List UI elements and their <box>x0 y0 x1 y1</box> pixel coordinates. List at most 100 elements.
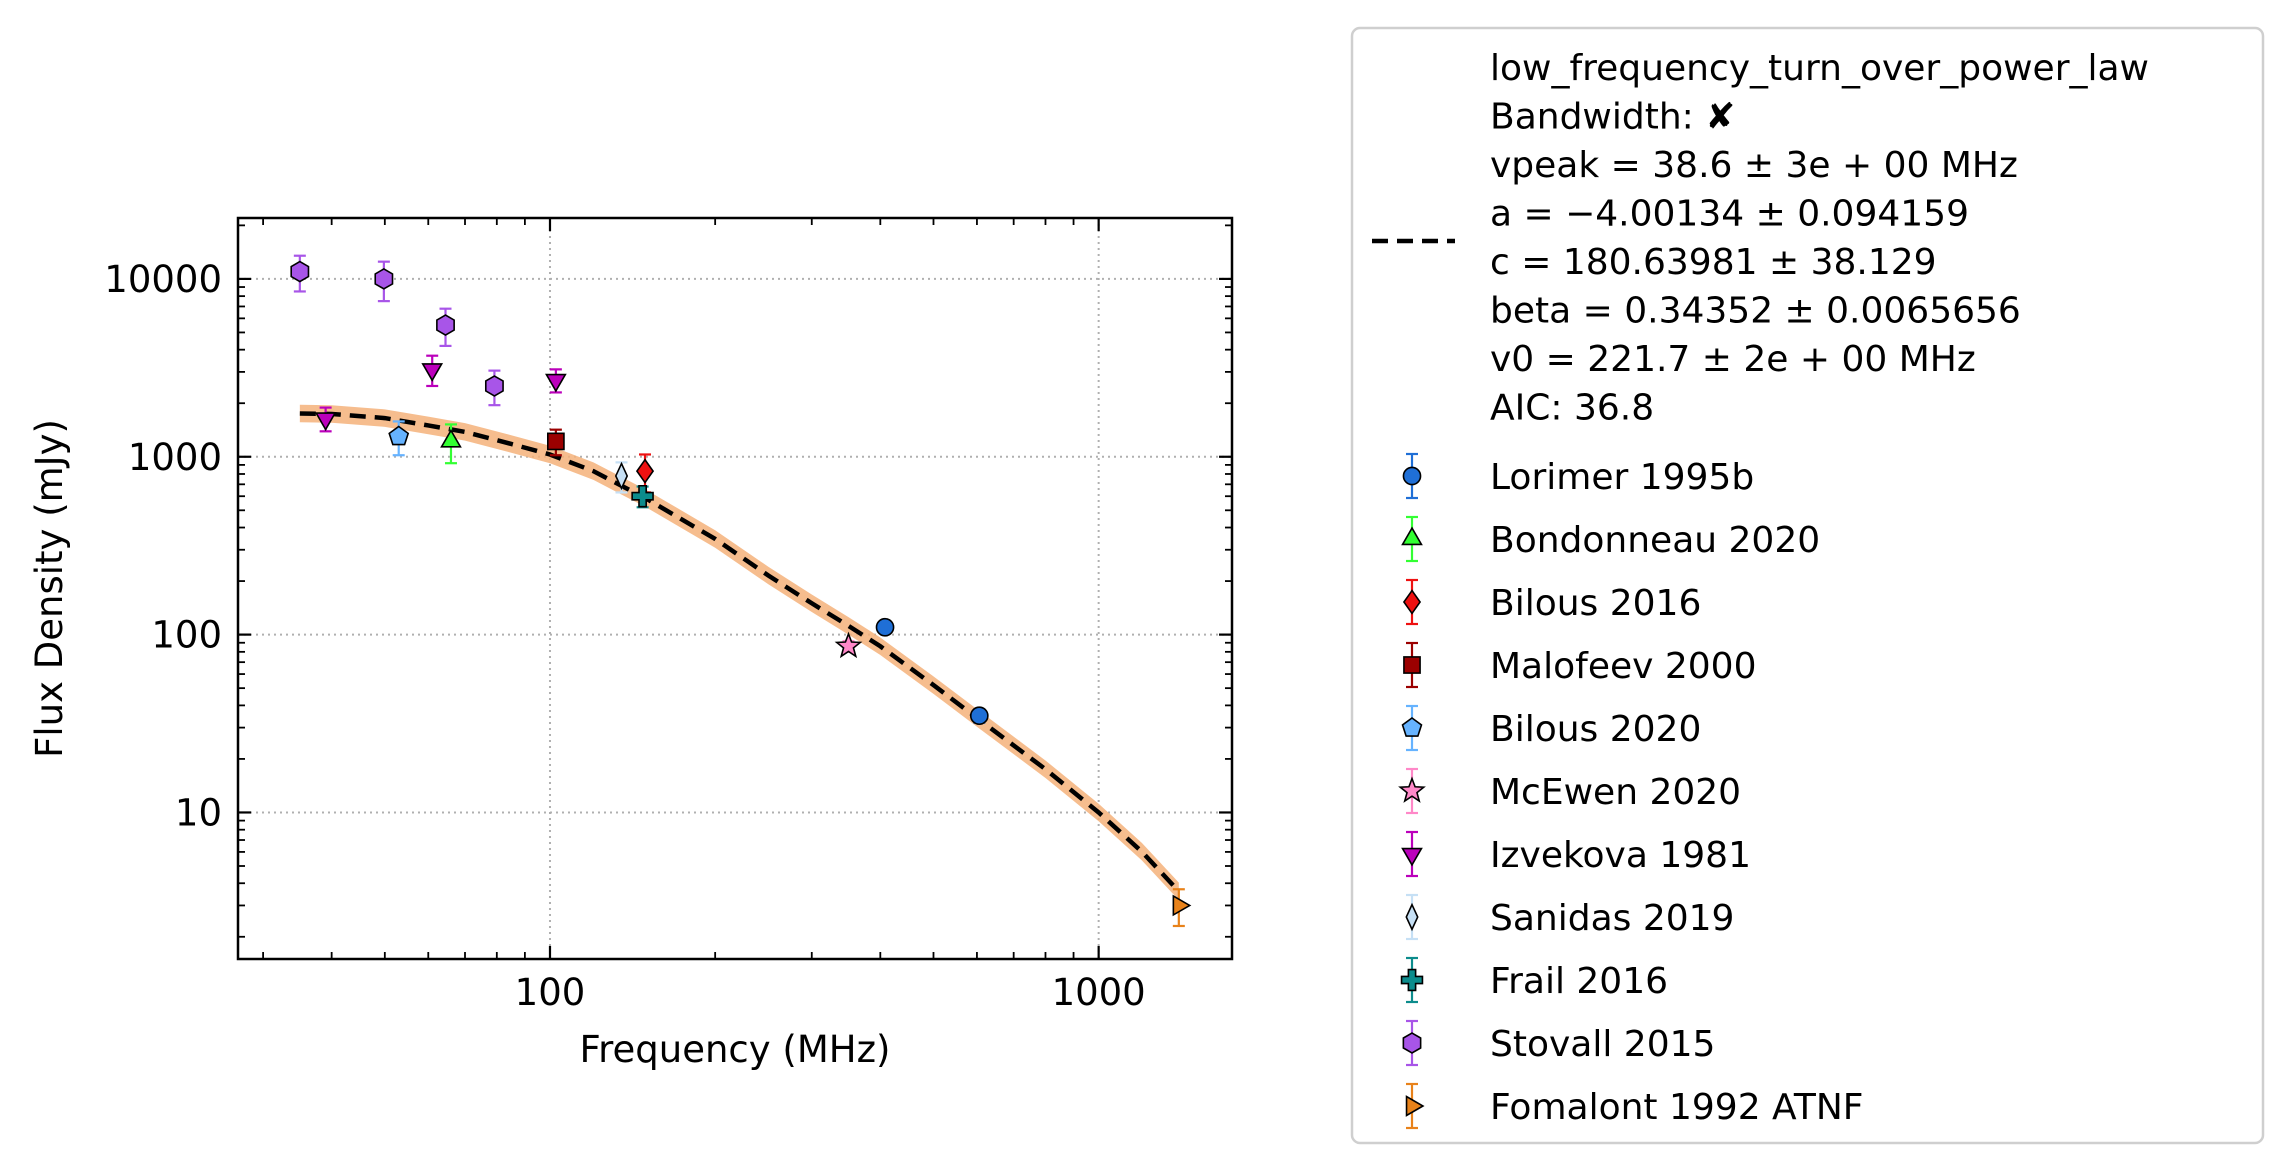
legend-fit-line: c = 180.63981 ± 38.129 <box>1490 242 1937 283</box>
legend-entry: Fomalont 1992 ATNF <box>1405 1082 1864 1130</box>
fit-confidence-band <box>299 404 1179 901</box>
x-tick-label: 100 <box>515 971 586 1014</box>
series-stovall-2015 <box>290 254 504 407</box>
series-sanidas-2019 <box>614 461 629 494</box>
legend-marker <box>1402 1032 1422 1054</box>
legend-label: Stovall 2015 <box>1490 1024 1715 1065</box>
axes: 100 1000 10 100 1000 10000 Frequency (MHz) Flux… <box>28 216 1234 1071</box>
legend-label: Bilous 2020 <box>1490 709 1701 750</box>
data-point-shape <box>1172 894 1192 917</box>
series-bondonneau-2020 <box>440 423 462 465</box>
series-izvekova-1981 <box>314 354 567 433</box>
legend-fit-line: Bandwidth: ✘ <box>1490 97 1735 138</box>
data-point-shape <box>875 617 895 637</box>
data-point <box>290 260 310 283</box>
data-point-shape <box>614 461 629 491</box>
y-tick-label: 10 <box>175 791 222 834</box>
series-lorimer-1995b <box>875 617 989 726</box>
legend-label: Malofeev 2000 <box>1490 646 1756 687</box>
legend-entry: Bilous 2020 <box>1401 704 1701 752</box>
data-point-shape <box>545 373 567 393</box>
legend: low_frequency_turn_over_power_law Bandwid… <box>1350 26 2265 1145</box>
legend-marker-shape <box>1401 847 1423 867</box>
legend-marker <box>1401 717 1423 737</box>
legend-label: McEwen 2020 <box>1490 772 1741 813</box>
data-point <box>374 268 394 290</box>
data-point-shape <box>635 458 655 484</box>
legend-label: Frail 2016 <box>1490 961 1668 1002</box>
legend-label: Bondonneau 2020 <box>1490 520 1820 561</box>
data-point <box>834 631 863 659</box>
data-point-shape <box>388 425 410 446</box>
legend-fit-line: v0 = 221.7 ± 2e + 00 MHz <box>1490 339 1976 380</box>
legend-marker <box>1405 1095 1425 1117</box>
series-malofeev-2000 <box>546 428 565 457</box>
fit-curve <box>299 411 1181 893</box>
y-axis-label: Flux Density (mJy) <box>28 419 71 758</box>
legend-marker-shape <box>1400 968 1424 992</box>
legend-box <box>1350 26 2265 1145</box>
legend-marker <box>1403 656 1421 674</box>
y-tick-label: 100 <box>151 614 222 657</box>
x-axis-label: Frequency (MHz) <box>580 1028 891 1071</box>
data-point <box>484 375 504 397</box>
legend-label: Fomalont 1992 ATNF <box>1490 1087 1864 1128</box>
legend-marker-shape <box>1398 776 1426 803</box>
legend-entry: Bondonneau 2020 <box>1401 515 1820 563</box>
legend-marker <box>1400 968 1424 992</box>
data-point <box>436 314 455 336</box>
legend-entry: Lorimer 1995b <box>1402 452 1754 500</box>
data-point <box>614 461 629 491</box>
plot-area <box>238 218 1232 959</box>
legend-fit-line: low_frequency_turn_over_power_law <box>1490 48 2149 89</box>
legend-marker <box>1401 847 1423 867</box>
legend-marker <box>1402 466 1422 486</box>
legend-entry: Sanidas 2019 <box>1405 893 1734 941</box>
legend-marker-shape <box>1401 526 1423 546</box>
y-tick-label: 10000 <box>104 258 222 301</box>
data-point <box>314 412 337 432</box>
data-point <box>1172 894 1192 917</box>
data-point-shape <box>314 412 337 432</box>
legend-entry: Malofeev 2000 <box>1403 641 1756 689</box>
legend-marker <box>1405 902 1419 932</box>
data-point <box>875 617 895 637</box>
series-fomalont-1992-atnf <box>1172 888 1192 928</box>
legend-marker-shape <box>1403 656 1421 674</box>
data-point-shape <box>374 268 394 290</box>
legend-label: Lorimer 1995b <box>1490 457 1754 498</box>
data-point <box>969 706 989 726</box>
legend-entry: Frail 2016 <box>1400 956 1668 1004</box>
legend-marker-shape <box>1405 902 1419 932</box>
legend-fit-line: a = −4.00134 ± 0.094159 <box>1490 194 1969 235</box>
legend-label: Sanidas 2019 <box>1490 898 1734 939</box>
legend-marker-shape <box>1402 589 1422 615</box>
legend-marker-shape <box>1402 466 1422 486</box>
plot-frame <box>236 216 1234 961</box>
legend-entry: McEwen 2020 <box>1398 767 1741 815</box>
data-point-shape <box>834 631 863 659</box>
data-point <box>388 425 410 446</box>
legend-marker <box>1402 589 1422 615</box>
legend-marker-shape <box>1401 717 1423 737</box>
legend-fit-line: AIC: 36.8 <box>1490 388 1654 429</box>
data-point-shape <box>421 363 444 382</box>
data-point-shape <box>440 428 462 448</box>
data-point-shape <box>546 432 565 451</box>
y-tick-label: 1000 <box>128 436 222 479</box>
data-point <box>440 428 462 448</box>
legend-entry: Izvekova 1981 <box>1401 830 1751 878</box>
data-point <box>545 373 567 393</box>
legend-entry: Stovall 2015 <box>1402 1019 1715 1067</box>
x-tick-label: 1000 <box>1052 971 1146 1014</box>
data-point <box>635 458 655 484</box>
legend-marker-shape <box>1405 1095 1425 1117</box>
data-point <box>631 484 654 508</box>
data-point <box>421 363 444 382</box>
series-bilous-2020 <box>388 420 410 457</box>
data-point-shape <box>290 260 310 283</box>
legend-marker-shape <box>1402 1032 1422 1054</box>
legend-label: Bilous 2016 <box>1490 583 1701 624</box>
data-point <box>546 432 565 451</box>
